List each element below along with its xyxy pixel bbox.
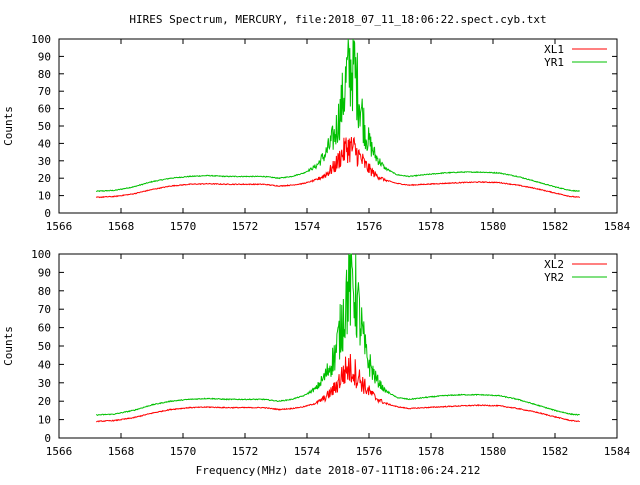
series-line-yr1 — [95, 38, 580, 193]
x-tick-label: 1570 — [170, 220, 197, 233]
x-tick-label: 1574 — [294, 220, 321, 233]
x-tick-label: 1572 — [232, 220, 259, 233]
x-tick-label: 1582 — [542, 220, 569, 233]
y-tick-label: 50 — [38, 340, 51, 353]
y-tick-label: 100 — [31, 248, 51, 261]
y-tick-label: 10 — [38, 414, 51, 427]
x-tick-label: 1568 — [108, 220, 135, 233]
y-tick-label: 80 — [38, 285, 51, 298]
series-line-xl2 — [95, 354, 581, 423]
figure-title: HIRES Spectrum, MERCURY, file:2018_07_11… — [129, 13, 546, 26]
legend-label-xl2: XL2 — [544, 258, 564, 271]
x-tick-label: 1576 — [356, 445, 383, 458]
x-tick-label: 1568 — [108, 445, 135, 458]
y-tick-label: 60 — [38, 103, 51, 116]
y-tick-label: 0 — [44, 432, 51, 445]
y-tick-label: 70 — [38, 303, 51, 316]
legend-label-yr2: YR2 — [544, 271, 564, 284]
y-tick-label: 30 — [38, 155, 51, 168]
x-tick-label: 1574 — [294, 445, 321, 458]
x-tick-label: 1580 — [480, 220, 507, 233]
y-tick-label: 40 — [38, 358, 51, 371]
y-tick-label: 50 — [38, 120, 51, 133]
y-tick-label: 70 — [38, 85, 51, 98]
series-line-xl1 — [95, 136, 581, 199]
y-axis-label: Counts — [2, 326, 15, 366]
x-tick-label: 1570 — [170, 445, 197, 458]
x-tick-label: 1584 — [604, 445, 631, 458]
legend-label-xl1: XL1 — [544, 43, 564, 56]
y-tick-label: 30 — [38, 377, 51, 390]
x-tick-label: 1582 — [542, 445, 569, 458]
x-tick-label: 1584 — [604, 220, 631, 233]
legend-label-yr1: YR1 — [544, 56, 564, 69]
x-tick-label: 1566 — [46, 445, 73, 458]
y-axis-label: Counts — [2, 106, 15, 146]
y-tick-label: 20 — [38, 395, 51, 408]
y-tick-label: 60 — [38, 322, 51, 335]
plot-frame — [58, 253, 618, 439]
y-tick-label: 90 — [38, 50, 51, 63]
series-line-yr2 — [96, 253, 580, 416]
x-axis-label: Frequency(MHz) date 2018-07-11T18:06:24.… — [196, 464, 481, 477]
x-tick-label: 1572 — [232, 445, 259, 458]
y-tick-label: 10 — [38, 190, 51, 203]
x-tick-label: 1578 — [418, 220, 445, 233]
y-tick-label: 20 — [38, 172, 51, 185]
y-tick-label: 40 — [38, 137, 51, 150]
y-tick-label: 0 — [44, 207, 51, 220]
y-tick-label: 100 — [31, 33, 51, 46]
x-tick-label: 1576 — [356, 220, 383, 233]
y-tick-label: 80 — [38, 68, 51, 81]
x-tick-label: 1580 — [480, 445, 507, 458]
y-tick-label: 90 — [38, 266, 51, 279]
x-tick-label: 1566 — [46, 220, 73, 233]
x-tick-label: 1578 — [418, 445, 445, 458]
